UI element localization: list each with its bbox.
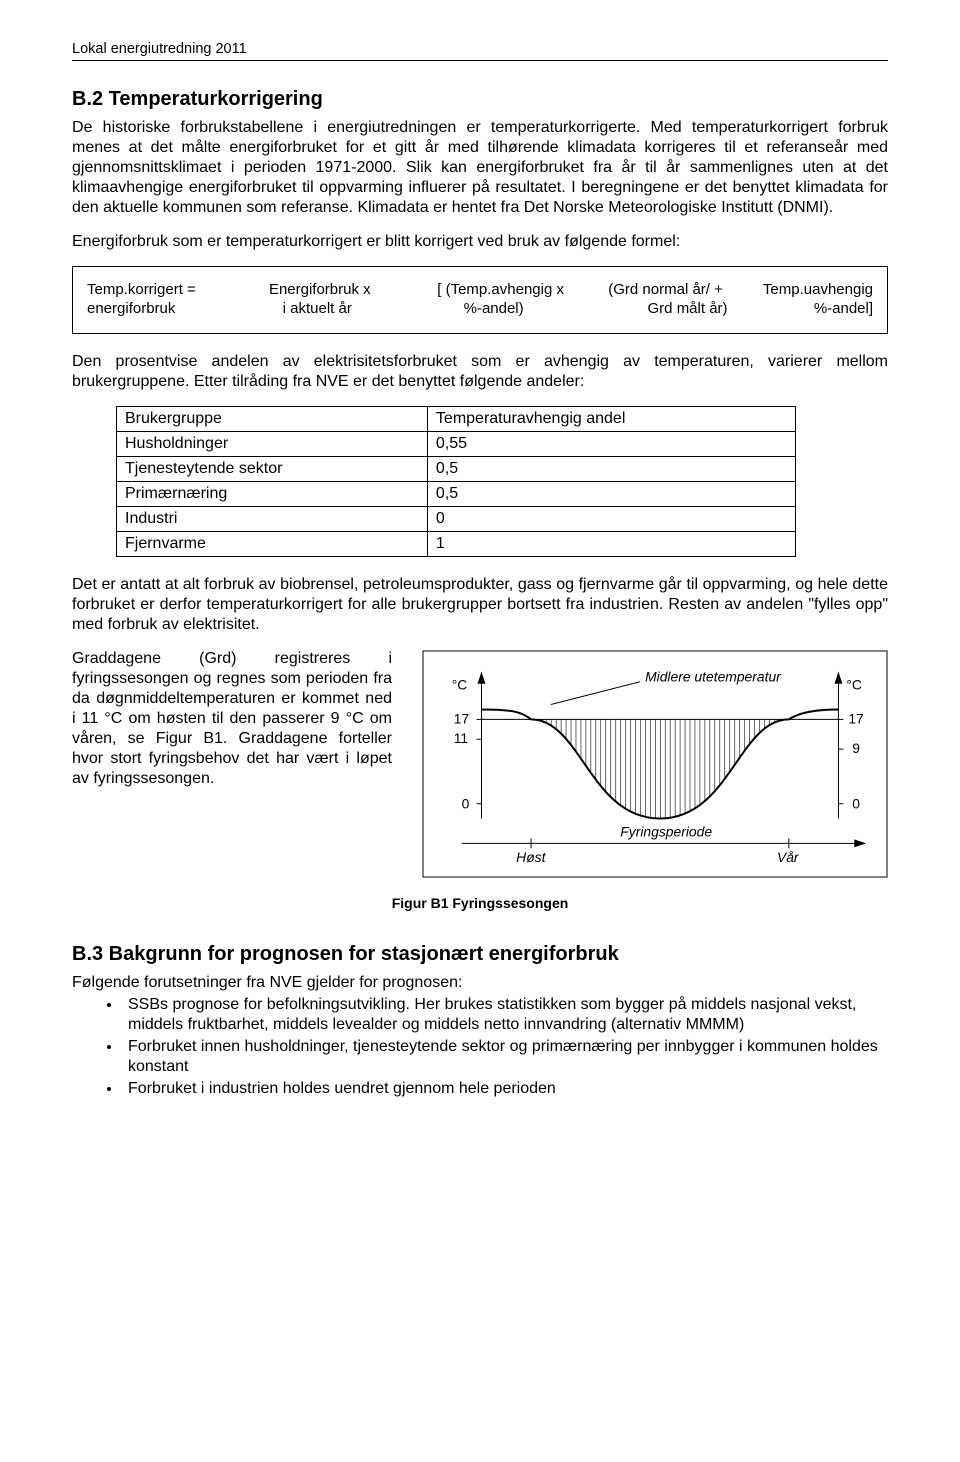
label-host: Høst: [516, 849, 546, 865]
ylab-r-9: 9: [852, 740, 860, 756]
heading-b2: B.2 Temperaturkorrigering: [72, 87, 888, 112]
bullet-list: SSBs prognose for befolkningsutvikling. …: [72, 995, 888, 1099]
table-row: Primærnæring 0,5: [117, 481, 796, 506]
ylab-l-0: 0: [462, 795, 470, 811]
list-item: Forbruket i industrien holdes uendret gj…: [122, 1079, 888, 1099]
td: 0,5: [427, 481, 795, 506]
table-row: Tjenesteytende sektor 0,5: [117, 456, 796, 481]
para-b2-1: De historiske forbrukstabellene i energi…: [72, 118, 888, 218]
formula-r2b: i aktuelt år: [283, 300, 464, 319]
label-var: Vår: [777, 849, 800, 865]
table-row: Husholdninger 0,55: [117, 431, 796, 456]
formula-r1e: Temp.uavhengig: [763, 281, 873, 300]
table-row: Industri 0: [117, 506, 796, 531]
figure-caption: Figur B1 Fyringssesongen: [72, 895, 888, 913]
td: 0: [427, 506, 795, 531]
td: Husholdninger: [117, 431, 428, 456]
heading-b3: B.3 Bakgrunn for prognosen for stasjonær…: [72, 942, 888, 967]
formula-r2c: %-andel): [464, 300, 648, 319]
header-rule: [72, 60, 888, 61]
list-item: Forbruket innen husholdninger, tjenestey…: [122, 1037, 888, 1077]
table-row: Brukergruppe Temperaturavhengig andel: [117, 406, 796, 431]
td: 0,5: [427, 456, 795, 481]
para-b2-2: Energiforbruk som er temperaturkorrigert…: [72, 232, 888, 252]
label-fyringsperiode: Fyringsperiode: [620, 823, 712, 839]
ylab-l-11: 11: [454, 730, 469, 746]
formula-r1c: [ (Temp.avhengig x: [437, 281, 608, 300]
th-share: Temperaturavhengig andel: [427, 406, 795, 431]
para-b2-3: Den prosentvise andelen av elektrisitets…: [72, 352, 888, 392]
share-table: Brukergruppe Temperaturavhengig andel Hu…: [116, 406, 796, 557]
label-midlere: Midlere utetemperatur: [645, 668, 782, 684]
formula-r2d: Grd målt år): [648, 300, 814, 319]
ylab-r-0: 0: [852, 795, 860, 811]
th-group: Brukergruppe: [117, 406, 428, 431]
page-header: Lokal energiutredning 2011: [72, 40, 888, 58]
formula-r1a: Temp.korrigert =: [87, 281, 269, 300]
formula-box: Temp.korrigert = Energiforbruk x [ (Temp…: [72, 266, 888, 334]
table-row: Fjernvarme 1: [117, 531, 796, 556]
td: Industri: [117, 506, 428, 531]
td: 0,55: [427, 431, 795, 456]
formula-r1d: (Grd normal år/ +: [608, 281, 763, 300]
formula-r1b: Energiforbruk x: [269, 281, 437, 300]
para-b3-intro: Følgende forutsetninger fra NVE gjelder …: [72, 973, 888, 993]
td: Primærnæring: [117, 481, 428, 506]
list-item: SSBs prognose for befolkningsutvikling. …: [122, 995, 888, 1035]
td: Tjenesteytende sektor: [117, 456, 428, 481]
unit-right: °C: [846, 676, 862, 692]
figure-b1: 17 11 0 °C 17 9 0 °C: [422, 649, 888, 879]
formula-r2a: energiforbruk: [87, 300, 283, 319]
para-b2-5: Graddagene (Grd) registreres i fyringsse…: [72, 649, 392, 789]
ylab-r-17: 17: [848, 710, 864, 726]
formula-r2e: %-andel]: [814, 300, 873, 319]
para-b2-4: Det er antatt at alt forbruk av biobrens…: [72, 575, 888, 635]
td: Fjernvarme: [117, 531, 428, 556]
td: 1: [427, 531, 795, 556]
ylab-l-17: 17: [454, 710, 470, 726]
unit-left: °C: [452, 676, 468, 692]
